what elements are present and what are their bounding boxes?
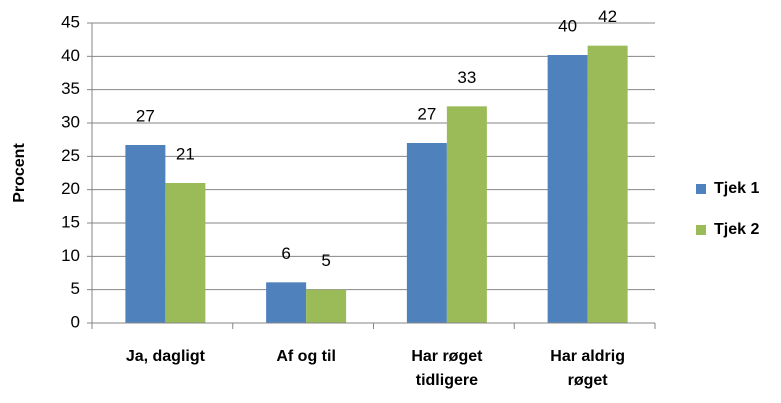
legend-swatch — [696, 184, 706, 194]
value-label: 27 — [136, 106, 155, 125]
legend-label: Tjek 2 — [714, 221, 759, 238]
y-axis-label: Procent — [11, 143, 28, 203]
y-tick-label: 40 — [61, 46, 80, 65]
value-label: 6 — [281, 244, 290, 263]
value-label: 5 — [321, 251, 330, 270]
x-tick-label: Ja, dagligt — [126, 348, 206, 365]
y-tick-label: 0 — [71, 312, 80, 331]
bar — [406, 143, 447, 323]
value-label: 40 — [558, 16, 577, 35]
x-tick-label: Har aldrig røget — [550, 348, 625, 389]
value-label: 33 — [457, 68, 476, 87]
value-label: 27 — [417, 104, 436, 123]
y-tick-label: 20 — [61, 179, 80, 198]
y-tick-label: 15 — [61, 212, 80, 231]
x-tick-label: Af og til — [276, 348, 336, 365]
bar — [547, 55, 588, 323]
bar — [165, 183, 206, 323]
bar — [587, 45, 628, 324]
y-tick-label: 10 — [61, 246, 80, 265]
y-tick-label: 25 — [61, 146, 80, 165]
y-tick-label: 5 — [71, 279, 80, 298]
value-label: 42 — [598, 7, 617, 26]
x-tick-label: Har røget tidligere — [411, 348, 483, 389]
bar — [306, 289, 347, 323]
y-tick-label: 30 — [61, 112, 80, 131]
bar — [446, 106, 487, 323]
value-label: 21 — [176, 144, 195, 163]
legend-swatch — [696, 225, 706, 235]
y-tick-label: 45 — [61, 12, 80, 31]
legend-label: Tjek 1 — [714, 180, 759, 197]
bar — [266, 282, 307, 323]
bar — [125, 145, 166, 323]
y-tick-label: 35 — [61, 79, 80, 98]
